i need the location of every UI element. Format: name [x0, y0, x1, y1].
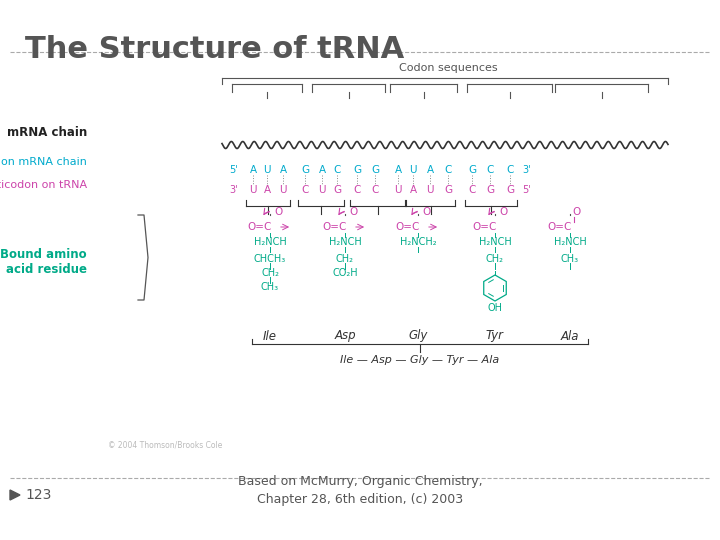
Text: The Structure of tRNA: The Structure of tRNA — [25, 35, 404, 64]
Text: H₂NCH: H₂NCH — [479, 237, 511, 247]
Text: C: C — [444, 165, 451, 175]
Text: O=C: O=C — [396, 222, 420, 232]
Text: O=C: O=C — [473, 222, 498, 232]
Text: Based on McMurry, Organic Chemistry,
Chapter 28, 6th edition, (c) 2003: Based on McMurry, Organic Chemistry, Cha… — [238, 475, 482, 505]
Text: CH₃: CH₃ — [261, 282, 279, 292]
Text: C: C — [301, 185, 309, 195]
Text: CH₂: CH₂ — [336, 254, 354, 264]
Text: Bound amino
acid residue: Bound amino acid residue — [1, 248, 87, 276]
Text: A: A — [279, 165, 287, 175]
Text: G: G — [371, 165, 379, 175]
Text: G: G — [353, 165, 361, 175]
Text: O: O — [422, 207, 431, 217]
Text: G: G — [444, 185, 452, 195]
Text: CO₂H: CO₂H — [332, 268, 358, 278]
Text: U: U — [409, 165, 417, 175]
Text: CH₃: CH₃ — [561, 254, 579, 264]
Text: Gly: Gly — [408, 329, 428, 342]
Text: mRNA chain: mRNA chain — [6, 125, 87, 138]
Text: G: G — [486, 185, 494, 195]
Text: A: A — [264, 185, 271, 195]
Text: C: C — [372, 185, 379, 195]
Text: O=C: O=C — [248, 222, 272, 232]
Text: O: O — [572, 207, 580, 217]
Polygon shape — [10, 490, 20, 500]
Text: H₂NCH₂: H₂NCH₂ — [400, 237, 436, 247]
Text: A: A — [318, 165, 325, 175]
Text: A: A — [395, 165, 402, 175]
Text: C: C — [354, 185, 361, 195]
Text: A: A — [426, 165, 433, 175]
Text: Ile — Asp — Gly — Tyr — Ala: Ile — Asp — Gly — Tyr — Ala — [341, 355, 500, 365]
Text: Ile: Ile — [263, 329, 277, 342]
Text: U: U — [318, 185, 325, 195]
Text: 3': 3' — [230, 185, 238, 195]
Text: H₂NCH: H₂NCH — [253, 237, 287, 247]
Text: CHCH₃: CHCH₃ — [254, 254, 286, 264]
Text: O=C: O=C — [548, 222, 572, 232]
Text: O: O — [349, 207, 357, 217]
Text: CH₂: CH₂ — [486, 254, 504, 264]
Text: Anticodon on tRNA: Anticodon on tRNA — [0, 180, 87, 190]
Text: OH: OH — [487, 303, 503, 313]
Text: G: G — [506, 185, 514, 195]
Text: O=C: O=C — [323, 222, 347, 232]
Text: O: O — [274, 207, 282, 217]
Text: Codon on mRNA chain: Codon on mRNA chain — [0, 157, 87, 167]
Text: C: C — [486, 165, 494, 175]
Text: U: U — [264, 165, 271, 175]
Text: Asp: Asp — [334, 329, 356, 342]
Text: O: O — [499, 207, 508, 217]
Text: © 2004 Thomson/Brooks Cole: © 2004 Thomson/Brooks Cole — [108, 441, 222, 449]
Text: Ala: Ala — [561, 329, 580, 342]
Text: 5': 5' — [522, 185, 531, 195]
Text: C: C — [468, 185, 476, 195]
Text: H₂NCH: H₂NCH — [554, 237, 586, 247]
Text: G: G — [301, 165, 309, 175]
Text: Tyr: Tyr — [486, 329, 504, 342]
Text: C: C — [333, 165, 341, 175]
Text: 123: 123 — [25, 488, 51, 502]
Text: C: C — [506, 165, 513, 175]
Text: Codon sequences: Codon sequences — [399, 63, 498, 73]
Text: H₂NCH: H₂NCH — [328, 237, 361, 247]
Text: A: A — [410, 185, 417, 195]
Text: 5': 5' — [229, 165, 238, 175]
Text: G: G — [468, 165, 476, 175]
Text: U: U — [279, 185, 287, 195]
Text: A: A — [249, 165, 256, 175]
Text: U: U — [426, 185, 433, 195]
Text: G: G — [333, 185, 341, 195]
Text: U: U — [249, 185, 257, 195]
Text: 3': 3' — [522, 165, 531, 175]
Text: CH₂: CH₂ — [261, 268, 279, 278]
Text: U: U — [395, 185, 402, 195]
